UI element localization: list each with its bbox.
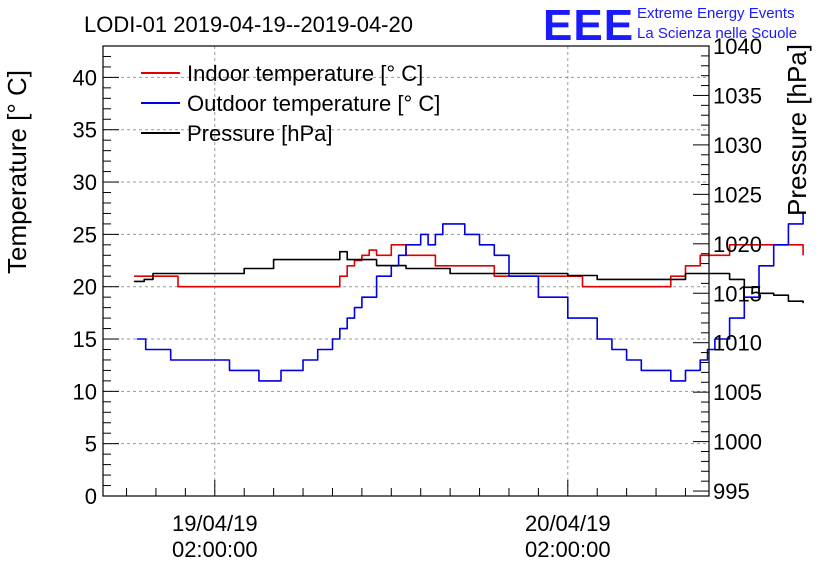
y-tick-label: 5	[85, 432, 97, 457]
brand-line-2: La Scienza nelle Scuole	[637, 25, 798, 42]
y-tick-label: 10	[73, 379, 97, 404]
y-tick-label: 30	[73, 170, 97, 195]
plot-frame	[102, 45, 710, 497]
y2-tick-label: 1020	[713, 232, 762, 257]
y2-tick-label: 1040	[713, 34, 762, 59]
x-tick-label-date: 19/04/19	[172, 511, 258, 536]
y2-tick-label: 1035	[713, 83, 762, 108]
y2-tick-label: 995	[713, 479, 750, 504]
x-tick-label-time: 02:00:00	[172, 537, 258, 562]
legend: Indoor temperature [° C] Outdoor temperat…	[141, 61, 440, 146]
legend-label-1: Outdoor temperature [° C]	[187, 91, 440, 116]
series-lines	[133, 213, 804, 382]
eee-logo: EEE	[543, 1, 635, 50]
x-tick-label-time: 02:00:00	[525, 537, 611, 562]
series-line-1	[136, 213, 804, 382]
y2-tick-label: 1005	[713, 380, 762, 405]
y-tick-label: 35	[73, 118, 97, 143]
y2-tick-label: 1000	[713, 430, 762, 455]
y2-tick-label: 1025	[713, 182, 762, 207]
x-tick-label-date: 20/04/19	[525, 511, 611, 536]
chart-title: LODI-01 2019-04-19--2019-04-20	[84, 12, 413, 37]
y2-axis-label: Pressure [hPa]	[782, 44, 812, 216]
y-tick-label: 20	[73, 275, 97, 300]
y2-tick-label: 1030	[713, 133, 762, 158]
y-tick-label: 15	[73, 327, 97, 352]
y2-tick-label: 1015	[713, 281, 762, 306]
series-line-0	[133, 244, 804, 288]
y-axis-label: Temperature [° C]	[2, 70, 32, 274]
series-line-2	[133, 250, 804, 304]
legend-label-2: Pressure [hPa]	[187, 121, 333, 146]
y2-tick-label: 1010	[713, 331, 762, 356]
legend-label-0: Indoor temperature [° C]	[187, 61, 423, 86]
y-tick-label: 40	[73, 65, 97, 90]
brand-line-1: Extreme Energy Events	[637, 5, 795, 22]
axes: 0510152025303540995100010051010101510201…	[73, 34, 762, 562]
y-tick-label: 0	[85, 484, 97, 509]
y-tick-label: 25	[73, 222, 97, 247]
